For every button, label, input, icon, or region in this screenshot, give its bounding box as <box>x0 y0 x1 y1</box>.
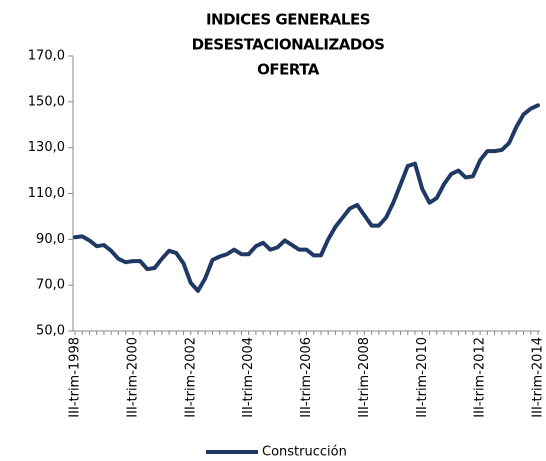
data-line <box>73 103 540 293</box>
x-tick-label: III-trim-2012 <box>473 337 488 418</box>
x-tick-label: III-trim-2014 <box>531 337 546 418</box>
x-tick-label: III-trim-2000 <box>125 337 140 418</box>
y-tick-label: 110,0 <box>28 186 65 201</box>
y-tick-label: 170,0 <box>28 49 65 64</box>
x-tick-label: III-trim-2002 <box>183 337 198 418</box>
x-tick-label: III-trim-1998 <box>68 337 83 418</box>
y-tick-label: 70,0 <box>36 278 65 293</box>
y-tick-label: 150,0 <box>28 94 65 109</box>
x-tick-label: III-trim-2010 <box>415 337 430 418</box>
y-tick-label: 90,0 <box>36 232 65 247</box>
legend-label: Construcción <box>262 445 347 460</box>
chart-title: OFERTA <box>257 61 320 79</box>
y-tick-label: 50,0 <box>36 324 65 339</box>
y-tick-label: 130,0 <box>28 140 65 155</box>
x-tick-label: III-trim-2004 <box>241 337 256 418</box>
chart-title: INDICES GENERALES <box>206 11 370 29</box>
chart-title: DESESTACIONALIZADOS <box>192 36 385 54</box>
x-tick-label: III-trim-2006 <box>299 337 314 418</box>
x-tick-label: III-trim-2008 <box>357 337 372 418</box>
